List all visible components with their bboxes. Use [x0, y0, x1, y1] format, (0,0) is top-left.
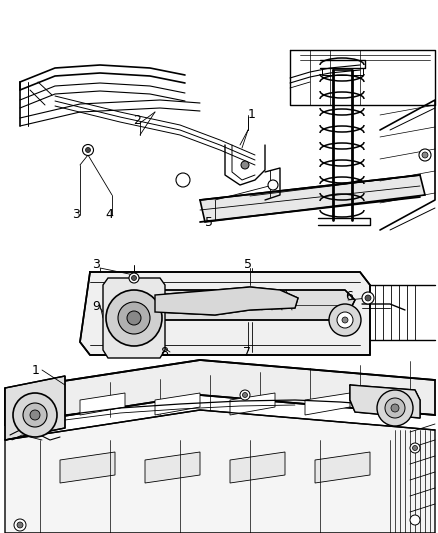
Circle shape	[131, 276, 137, 280]
Text: 5: 5	[244, 259, 252, 271]
Circle shape	[329, 304, 361, 336]
Circle shape	[17, 522, 23, 528]
Polygon shape	[155, 287, 298, 315]
Circle shape	[422, 152, 428, 158]
Polygon shape	[200, 175, 425, 222]
Polygon shape	[155, 393, 200, 415]
Circle shape	[241, 161, 249, 169]
Circle shape	[176, 173, 190, 187]
Polygon shape	[60, 452, 115, 483]
Circle shape	[85, 148, 91, 152]
Text: 6: 6	[345, 290, 353, 303]
Polygon shape	[140, 290, 355, 320]
Circle shape	[365, 295, 371, 301]
Text: 1: 1	[32, 364, 40, 376]
Circle shape	[410, 443, 420, 453]
Polygon shape	[80, 272, 370, 355]
Text: 4: 4	[105, 208, 113, 222]
Circle shape	[413, 446, 417, 450]
Circle shape	[385, 398, 405, 418]
Text: 2: 2	[133, 114, 141, 126]
Polygon shape	[103, 278, 165, 358]
Circle shape	[30, 410, 40, 420]
Polygon shape	[230, 393, 275, 415]
Text: 3: 3	[92, 259, 100, 271]
Polygon shape	[5, 410, 435, 533]
Polygon shape	[5, 360, 435, 425]
Circle shape	[243, 392, 247, 398]
Text: 8: 8	[160, 345, 168, 359]
Circle shape	[410, 515, 420, 525]
Circle shape	[391, 404, 399, 412]
Text: 9: 9	[92, 301, 100, 313]
Circle shape	[13, 393, 57, 437]
Text: 7: 7	[243, 345, 251, 359]
Polygon shape	[145, 452, 200, 483]
Text: 5: 5	[205, 215, 213, 229]
Text: 1: 1	[248, 109, 256, 122]
Circle shape	[362, 292, 374, 304]
Circle shape	[180, 177, 186, 182]
Polygon shape	[315, 452, 370, 483]
Circle shape	[129, 273, 139, 283]
Circle shape	[342, 317, 348, 323]
Circle shape	[82, 144, 93, 156]
Circle shape	[419, 149, 431, 161]
Polygon shape	[305, 393, 350, 415]
Circle shape	[14, 519, 26, 531]
Circle shape	[118, 302, 150, 334]
Circle shape	[337, 312, 353, 328]
Circle shape	[268, 180, 278, 190]
Circle shape	[23, 403, 47, 427]
Circle shape	[177, 174, 188, 185]
Circle shape	[106, 290, 162, 346]
Text: 3: 3	[72, 208, 80, 222]
Polygon shape	[350, 385, 420, 418]
Polygon shape	[80, 393, 125, 415]
Circle shape	[240, 390, 250, 400]
Polygon shape	[5, 376, 65, 440]
Circle shape	[377, 390, 413, 426]
Polygon shape	[230, 452, 285, 483]
Circle shape	[127, 311, 141, 325]
